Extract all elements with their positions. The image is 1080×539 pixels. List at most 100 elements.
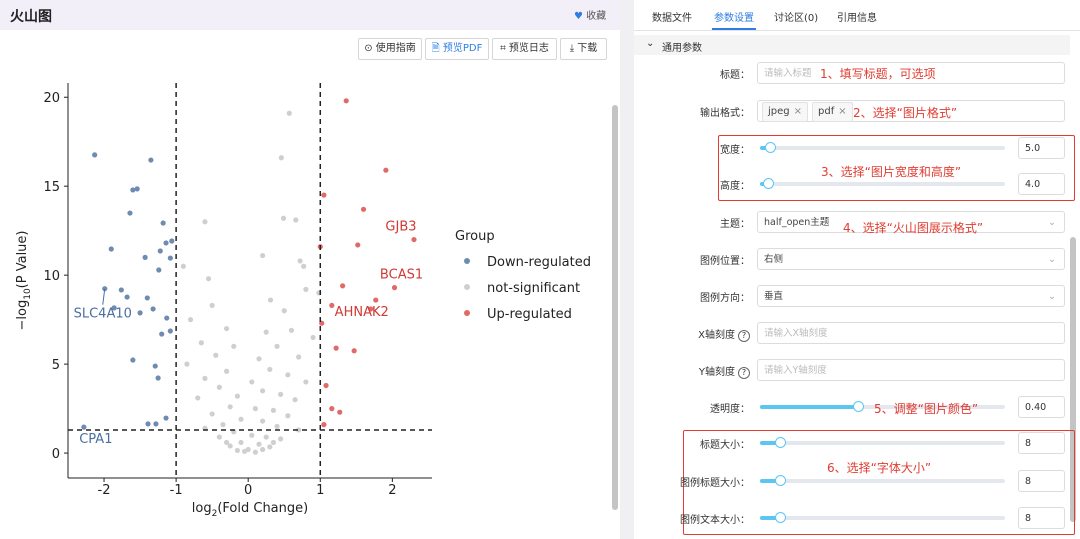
highlight-box (718, 135, 1075, 201)
ylabel: −log10(P Value) (15, 231, 33, 331)
text-input[interactable]: 请输入X轴刻度 (757, 322, 1065, 344)
tab-underline (712, 28, 756, 30)
point (152, 363, 158, 369)
slider-handle[interactable] (775, 437, 786, 448)
number-input[interactable]: 8 (1018, 470, 1065, 492)
point (280, 215, 287, 221)
x-tick-label: -1 (170, 483, 183, 498)
point (303, 379, 309, 385)
favorite[interactable]: ♥ 收藏 (574, 11, 607, 22)
select[interactable]: 垂直 ⌄ (757, 285, 1065, 307)
number-input[interactable]: 4.0 (1018, 173, 1065, 195)
point (286, 110, 292, 116)
ylabel-sub: 10 (23, 288, 33, 300)
highlight-box (683, 430, 1075, 535)
slider-track (760, 405, 1005, 409)
field-label: 输出格式： (630, 104, 750, 119)
slider-handle[interactable] (765, 142, 776, 153)
slider-handle[interactable] (853, 401, 864, 412)
pdf-button[interactable]: 🗎 预览PDF (425, 38, 489, 60)
point (383, 167, 389, 173)
tab[interactable]: 引用信息 (837, 13, 877, 24)
field-label: 透明度： (630, 400, 750, 415)
download-button[interactable]: ⤓ 下载 (560, 38, 607, 60)
point (160, 220, 166, 226)
number-input[interactable]: 8 (1018, 432, 1065, 454)
point (130, 187, 136, 193)
point (340, 283, 346, 289)
number-input[interactable]: 5.0 (1018, 137, 1065, 159)
point (297, 258, 303, 264)
slider-track (760, 479, 1005, 483)
point (263, 434, 269, 440)
point (127, 210, 133, 216)
point (260, 418, 266, 424)
point (227, 443, 233, 449)
legend-label: Up-regulated (487, 307, 572, 322)
point (256, 356, 262, 362)
slider-handle[interactable] (763, 178, 774, 189)
point (391, 285, 398, 291)
point (321, 192, 327, 198)
tab[interactable]: 数据文件 (652, 13, 692, 24)
point (150, 306, 156, 312)
text-input[interactable]: 请输入Y轴刻度 (757, 359, 1065, 381)
annotation-note: 6、选择“字体大小” (827, 461, 932, 475)
point (337, 409, 343, 415)
field-label: 图例位置： (630, 252, 750, 267)
select[interactable]: 右侧 ⌄ (757, 248, 1065, 270)
legend-label: not-significant (487, 281, 580, 296)
point (333, 345, 339, 351)
point (216, 434, 222, 440)
x-tick-label: 2 (388, 483, 396, 498)
point (167, 255, 173, 261)
number-input[interactable]: 0.40 (1018, 396, 1065, 418)
point (249, 379, 255, 385)
y-tick-label: 10 (43, 269, 60, 284)
point (163, 415, 169, 421)
slider-track (760, 441, 1005, 445)
tag[interactable]: pdf × (812, 101, 853, 122)
slider-fill (760, 479, 780, 483)
field-label-text: 宽度： (720, 145, 750, 156)
x-tick-label: -2 (98, 483, 111, 498)
field-label: Y轴刻度? (630, 363, 750, 379)
field-label-text: 图例位置： (700, 256, 750, 267)
section-title: 通用参数 (662, 43, 702, 54)
slider-handle[interactable] (775, 475, 786, 486)
scrollbar[interactable] (612, 105, 618, 510)
help-icon: ? (738, 330, 750, 342)
log-button[interactable]: ⌗ 预览日志 (492, 38, 557, 60)
slider-handle[interactable] (775, 512, 786, 523)
field-label: 图例文本大小： (630, 511, 750, 526)
tag[interactable]: jpeg × (762, 101, 809, 122)
number-input[interactable]: 8 (1018, 507, 1065, 529)
guide-button[interactable]: ⊙ 使用指南 (358, 38, 422, 60)
point (238, 439, 244, 446)
scrollbar[interactable] (1070, 237, 1076, 522)
text-input[interactable]: 请输入标题 (757, 62, 1065, 84)
field-label: 图例标题大小： (630, 474, 750, 489)
point (205, 276, 212, 282)
point (288, 327, 295, 333)
field-label-text: 高度： (720, 181, 750, 192)
y-tick-label: 5 (52, 358, 60, 373)
field-label-text: Y轴刻度 (698, 367, 735, 378)
point (285, 413, 291, 419)
select[interactable]: half_open主题 ⌄ (757, 211, 1065, 233)
point (159, 331, 165, 337)
y-tick-label: 15 (43, 180, 60, 195)
point (249, 432, 255, 438)
tag-input[interactable]: jpeg × pdf × (757, 100, 1065, 122)
point (157, 248, 163, 254)
point (198, 340, 204, 346)
point (270, 407, 277, 413)
tab[interactable]: 参数设置 (714, 13, 754, 24)
tag-close: × (793, 105, 803, 117)
point (155, 375, 161, 381)
tab[interactable]: 讨论区(0) (774, 13, 819, 24)
point (368, 306, 374, 312)
point (278, 391, 284, 397)
point (231, 343, 237, 349)
section-bar: ⌄ 通用参数 (634, 35, 1070, 55)
